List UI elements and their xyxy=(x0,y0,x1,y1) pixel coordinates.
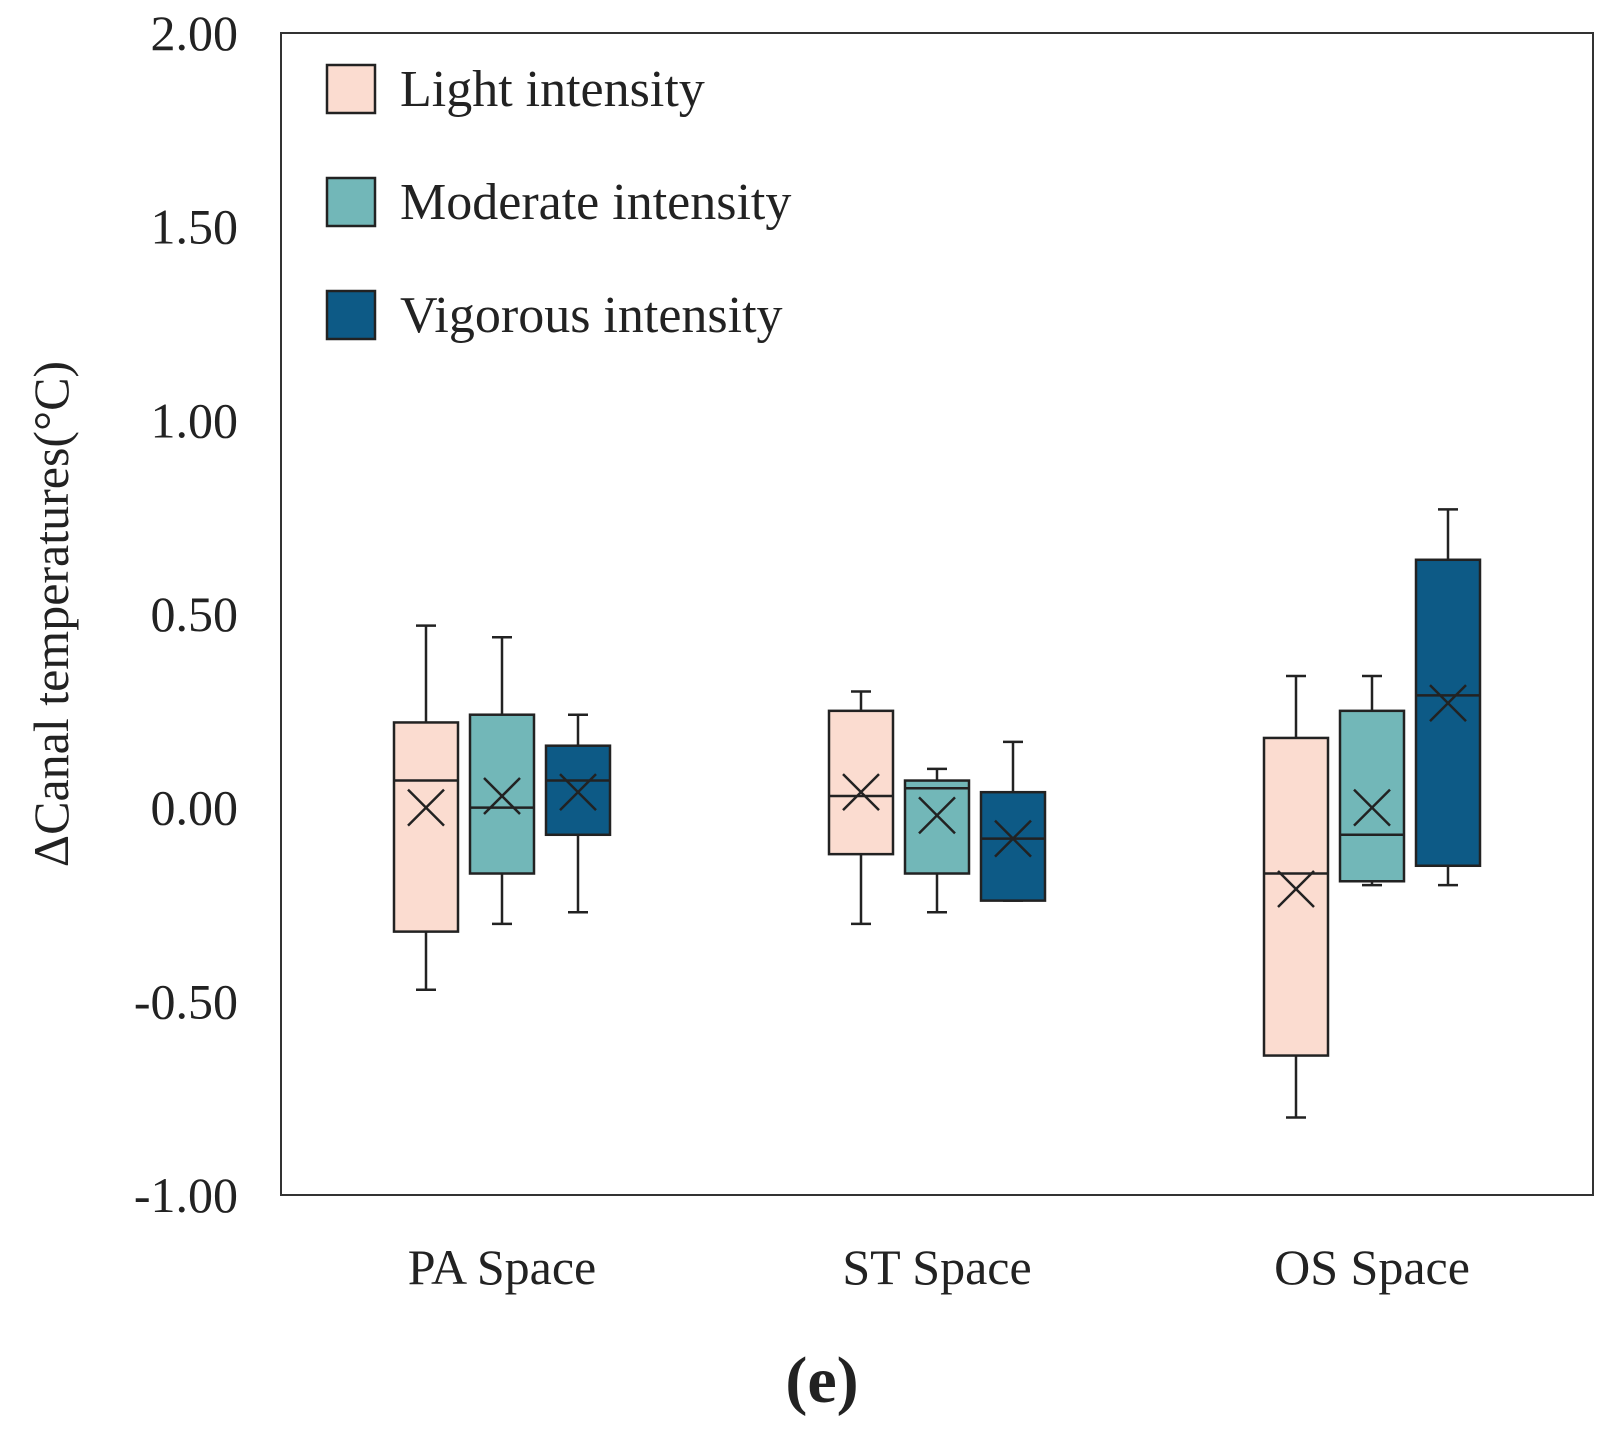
box-group xyxy=(1414,508,1482,887)
mean-marker-stroke xyxy=(918,796,956,835)
mean-marker-stroke xyxy=(1429,684,1467,722)
legend: Light intensity Moderate intensity Vigorou… xyxy=(325,61,791,344)
legend-swatch xyxy=(325,289,377,341)
x-axis-categories: PA Space ST Space OS Space xyxy=(408,1239,1470,1295)
y-axis-label: ΔCanal temperatures(°C) xyxy=(23,361,79,867)
y-tick-label: 1.50 xyxy=(151,199,239,255)
y-tick-label: -1.00 xyxy=(134,1167,238,1223)
box xyxy=(827,709,895,856)
y-tick-label: -0.50 xyxy=(134,973,238,1029)
box xyxy=(544,744,612,837)
legend-label: Moderate intensity xyxy=(400,174,791,231)
box xyxy=(903,779,971,875)
x-category-label: ST Space xyxy=(842,1239,1031,1295)
box-group xyxy=(1338,674,1406,887)
box xyxy=(979,790,1047,902)
y-tick-label: 0.50 xyxy=(151,586,239,642)
legend-swatch xyxy=(325,176,377,228)
mean-marker-stroke xyxy=(1277,870,1315,908)
mean-marker-stroke xyxy=(1353,788,1391,827)
legend-item: Light intensity xyxy=(325,61,705,118)
y-tick-label: 1.00 xyxy=(151,392,239,448)
mean-marker-stroke xyxy=(407,788,445,827)
mean-marker-stroke xyxy=(842,773,880,812)
y-axis-ticks: -1.00 -0.50 0.00 0.50 1.00 1.50 2.00 xyxy=(134,5,238,1223)
box-group xyxy=(544,713,612,914)
x-category-label: PA Space xyxy=(408,1239,596,1295)
legend-label: Vigorous intensity xyxy=(400,287,783,344)
box xyxy=(468,713,536,875)
panel-label: (e) xyxy=(785,1344,858,1417)
plot-area xyxy=(280,32,1594,1196)
mean-marker-stroke xyxy=(559,773,597,812)
box xyxy=(1262,736,1330,1057)
mean-marker-stroke xyxy=(994,819,1032,858)
box-group xyxy=(903,767,971,914)
legend-label: Light intensity xyxy=(400,61,705,118)
box-group xyxy=(468,635,536,926)
legend-item: Vigorous intensity xyxy=(325,287,783,344)
box xyxy=(392,721,460,933)
legend-swatch xyxy=(325,63,377,115)
y-tick-label: 0.00 xyxy=(151,780,239,836)
box-group xyxy=(1262,674,1330,1119)
box-group xyxy=(979,740,1047,902)
y-tick-label: 2.00 xyxy=(151,5,239,61)
legend-item: Moderate intensity xyxy=(325,174,791,231)
box xyxy=(1338,709,1406,883)
x-category-label: OS Space xyxy=(1274,1239,1470,1295)
mean-marker-stroke xyxy=(483,777,521,815)
box-group xyxy=(392,624,460,991)
box-group xyxy=(827,690,895,926)
box xyxy=(1414,558,1482,868)
box-series-group xyxy=(392,508,1482,1119)
